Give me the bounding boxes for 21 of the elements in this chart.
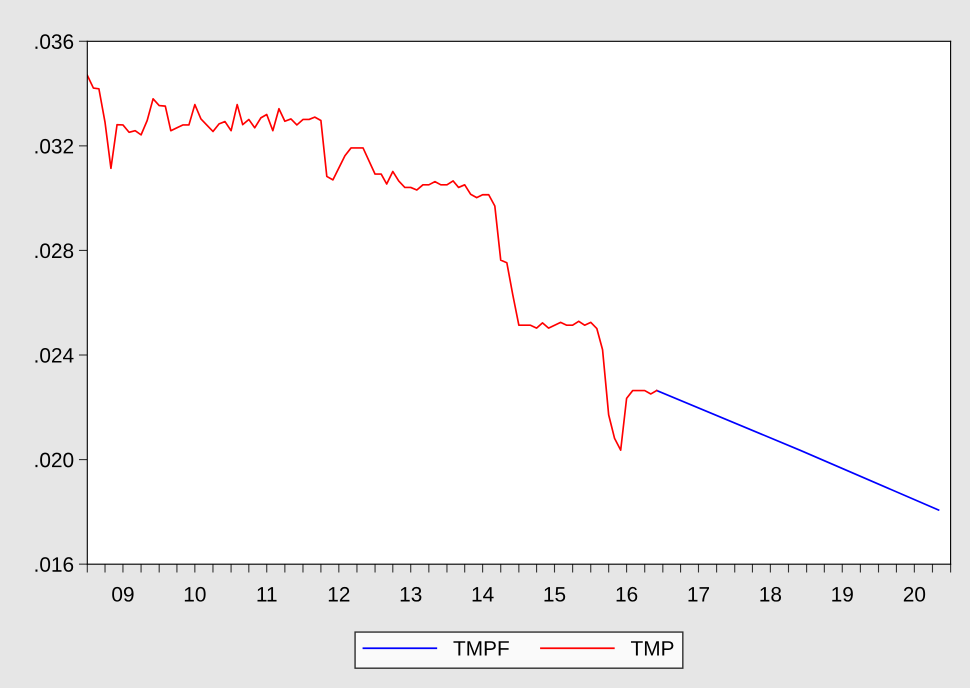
legend-label: TMPF	[453, 641, 509, 656]
line-series	[87, 74, 658, 452]
x-tick-label: 12	[328, 586, 350, 602]
legend-label: TMP	[630, 641, 674, 656]
y-tick-label: .020	[35, 452, 74, 468]
x-tick-label: 18	[760, 586, 782, 602]
y-tick-label: .024	[35, 348, 74, 363]
x-tick-label: 15	[544, 587, 566, 602]
x-tick-label: 19	[832, 586, 853, 602]
x-tick-label: 16	[616, 586, 638, 602]
x-tick-label: 13	[400, 586, 422, 602]
x-tick-label: 11	[258, 587, 277, 602]
y-tick-label: .016	[35, 557, 74, 572]
y-tick-label: .036	[35, 34, 74, 50]
x-tick-label: 17	[688, 587, 710, 602]
x-tick-label: 10	[184, 586, 206, 602]
y-tick-label: .032	[35, 138, 74, 154]
x-tick-label: 14	[472, 587, 494, 602]
x-tick-label: 09	[112, 586, 134, 602]
y-tick-label: .028	[35, 243, 74, 258]
x-tick-label: 20	[904, 586, 926, 602]
